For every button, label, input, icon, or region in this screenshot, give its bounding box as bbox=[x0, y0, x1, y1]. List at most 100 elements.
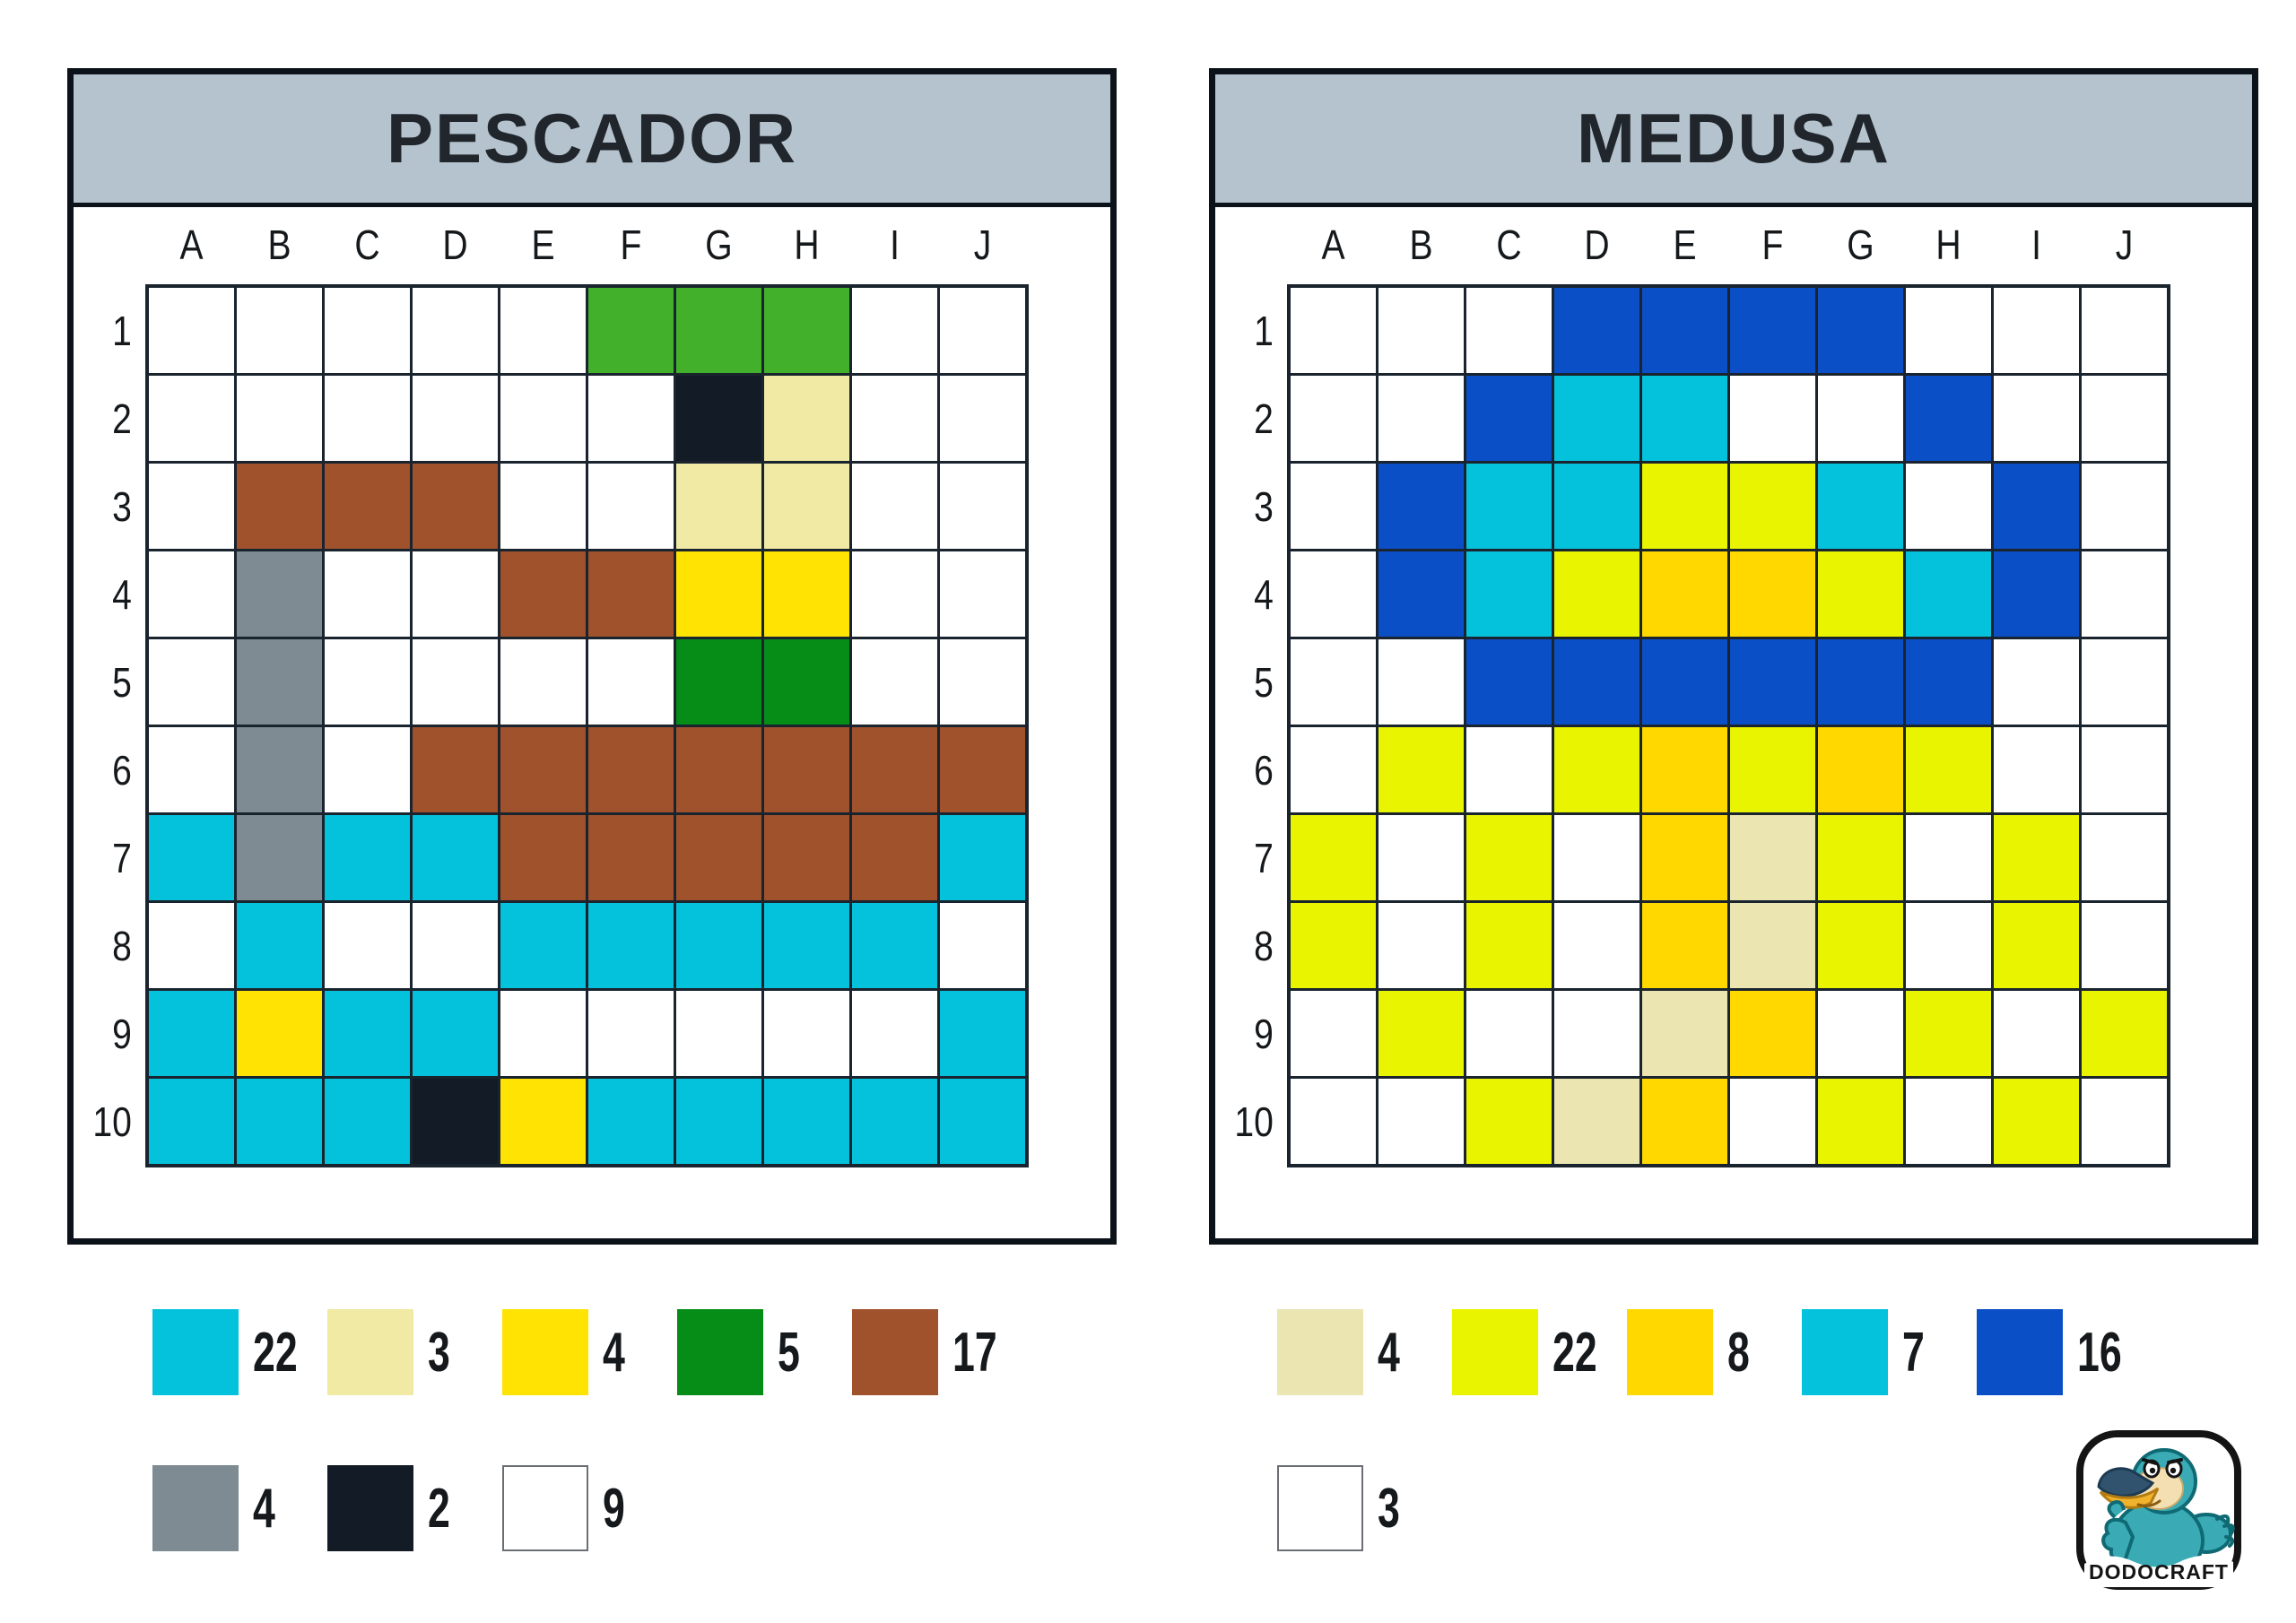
cell-J10 bbox=[940, 1079, 1025, 1164]
column-letter-G: G bbox=[1847, 221, 1874, 268]
cell-G6 bbox=[676, 727, 761, 812]
legend-entry-yellow: 4 bbox=[502, 1309, 677, 1395]
cell-C2 bbox=[325, 376, 410, 461]
legend-swatch-white bbox=[1277, 1465, 1363, 1551]
cell-J5 bbox=[940, 639, 1025, 725]
legend-entry-white: 9 bbox=[502, 1465, 677, 1551]
pescador-legend-row-2: 4 2 9 bbox=[152, 1465, 677, 1551]
cell-H2 bbox=[764, 376, 849, 461]
cell-D3 bbox=[413, 464, 498, 549]
legend-count-black: 2 bbox=[428, 1477, 450, 1540]
cell-F10 bbox=[588, 1079, 674, 1164]
cell-J8 bbox=[2082, 903, 2167, 988]
cell-B8 bbox=[1378, 903, 1464, 988]
legend-count-blue: 16 bbox=[2077, 1321, 2122, 1384]
cell-F5 bbox=[1730, 639, 1815, 725]
cell-C8 bbox=[1466, 903, 1552, 988]
legend-count-lemon: 22 bbox=[1552, 1321, 1597, 1384]
legend-swatch-gray bbox=[152, 1465, 239, 1551]
legend-swatch-yellow bbox=[502, 1309, 588, 1395]
row-label-6: 6 bbox=[1254, 746, 1274, 794]
legend-entry-cyan: 7 bbox=[1802, 1309, 1977, 1395]
cell-H9 bbox=[764, 991, 849, 1076]
cell-G3 bbox=[676, 464, 761, 549]
legend-entry-cream: 4 bbox=[1277, 1309, 1452, 1395]
legend-count-gold: 8 bbox=[1727, 1321, 1750, 1384]
column-letter-H: H bbox=[1935, 221, 1961, 268]
column-letter-G: G bbox=[705, 221, 733, 268]
cell-D10 bbox=[1554, 1079, 1639, 1164]
cell-C9 bbox=[325, 991, 410, 1076]
cell-E1 bbox=[1642, 288, 1727, 373]
cell-I2 bbox=[1994, 376, 2079, 461]
legend-swatch-gold bbox=[1627, 1309, 1713, 1395]
column-letter-I: I bbox=[2031, 221, 2041, 268]
cell-B2 bbox=[237, 376, 322, 461]
cell-I3 bbox=[1994, 464, 2079, 549]
cell-C5 bbox=[325, 639, 410, 725]
cell-E4 bbox=[1642, 551, 1727, 637]
cell-G7 bbox=[676, 815, 761, 900]
cell-G5 bbox=[676, 639, 761, 725]
cell-F3 bbox=[1730, 464, 1815, 549]
cell-A1 bbox=[149, 288, 234, 373]
dodo-bird: DODOCRAFT bbox=[2084, 1448, 2235, 1587]
cell-B1 bbox=[1378, 288, 1464, 373]
cell-F6 bbox=[588, 727, 674, 812]
cell-A4 bbox=[149, 551, 234, 637]
cell-D9 bbox=[1554, 991, 1639, 1076]
legend-swatch-cream bbox=[1277, 1309, 1363, 1395]
cell-E9 bbox=[500, 991, 586, 1076]
cell-D6 bbox=[1554, 727, 1639, 812]
cell-J8 bbox=[940, 903, 1025, 988]
column-letter-E: E bbox=[531, 221, 555, 268]
cell-A7 bbox=[149, 815, 234, 900]
cell-H1 bbox=[764, 288, 849, 373]
cell-D8 bbox=[413, 903, 498, 988]
cell-G8 bbox=[1818, 903, 1903, 988]
pescador-titlebar: PESCADOR bbox=[74, 74, 1110, 207]
cell-F9 bbox=[1730, 991, 1815, 1076]
legend-entry-cream: 3 bbox=[327, 1309, 502, 1395]
cell-G1 bbox=[676, 288, 761, 373]
legend-count-green: 5 bbox=[778, 1321, 800, 1384]
legend-count-gray: 4 bbox=[253, 1477, 275, 1540]
row-label-10: 10 bbox=[1234, 1098, 1274, 1145]
cell-D3 bbox=[1554, 464, 1639, 549]
cell-B7 bbox=[237, 815, 322, 900]
cell-E7 bbox=[1642, 815, 1727, 900]
cell-D6 bbox=[413, 727, 498, 812]
cell-B6 bbox=[1378, 727, 1464, 812]
column-letter-A: A bbox=[1321, 221, 1345, 268]
cell-B5 bbox=[237, 639, 322, 725]
cell-I4 bbox=[852, 551, 937, 637]
cell-I10 bbox=[852, 1079, 937, 1164]
cell-I7 bbox=[852, 815, 937, 900]
panel-pescador: PESCADOR A B C D E F G H I J 1 2 3 4 5 6 7 8 9 10 bbox=[67, 68, 1117, 1245]
cell-F4 bbox=[588, 551, 674, 637]
cell-H3 bbox=[1906, 464, 1991, 549]
cell-E10 bbox=[500, 1079, 586, 1164]
legend-count-white: 3 bbox=[1378, 1477, 1400, 1540]
cell-G9 bbox=[1818, 991, 1903, 1076]
cell-C1 bbox=[1466, 288, 1552, 373]
legend-swatch-blue bbox=[1977, 1309, 2063, 1395]
cell-D7 bbox=[1554, 815, 1639, 900]
cell-C4 bbox=[1466, 551, 1552, 637]
pescador-column-letters: A B C D E F G H I J bbox=[149, 211, 1025, 279]
cell-C7 bbox=[1466, 815, 1552, 900]
cell-H1 bbox=[1906, 288, 1991, 373]
cell-I4 bbox=[1994, 551, 2079, 637]
cell-A2 bbox=[1291, 376, 1376, 461]
cell-J5 bbox=[2082, 639, 2167, 725]
cell-F8 bbox=[588, 903, 674, 988]
column-letter-F: F bbox=[1761, 221, 1784, 268]
cell-H2 bbox=[1906, 376, 1991, 461]
row-label-10: 10 bbox=[92, 1098, 132, 1145]
medusa-legend-row-1: 4 22 8 7 16 bbox=[1277, 1309, 2152, 1395]
legend-count-white: 9 bbox=[603, 1477, 625, 1540]
legend-entry-gray: 4 bbox=[152, 1465, 327, 1551]
cell-G4 bbox=[676, 551, 761, 637]
cell-J4 bbox=[2082, 551, 2167, 637]
cell-G2 bbox=[676, 376, 761, 461]
